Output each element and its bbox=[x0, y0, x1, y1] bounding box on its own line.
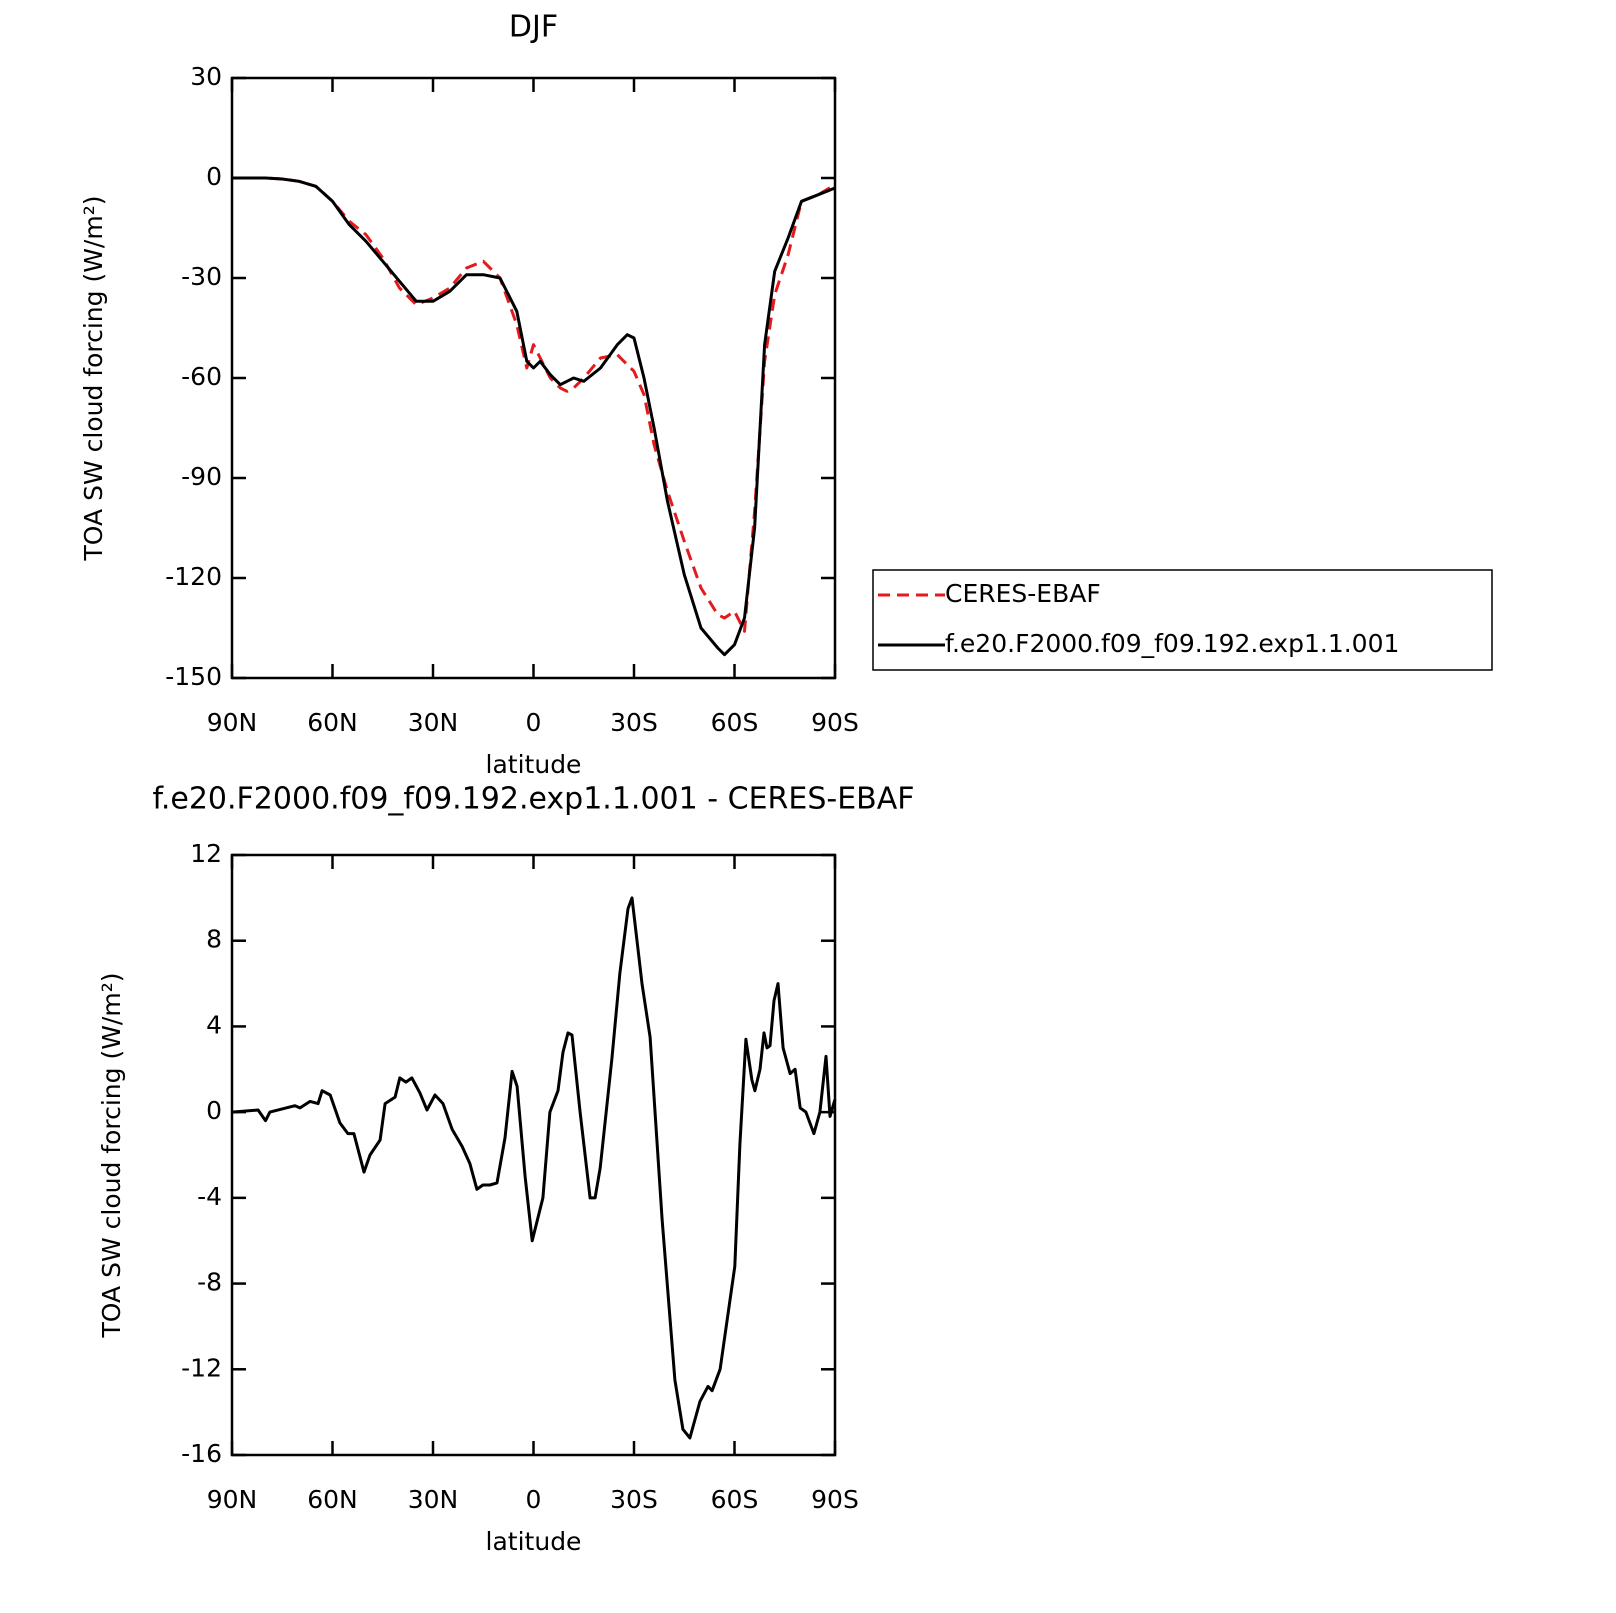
plot-frame bbox=[230, 853, 837, 1457]
y-tick-label: -150 bbox=[165, 662, 222, 691]
x-tick-label: 90S bbox=[811, 708, 859, 737]
y-axis-label: TOA SW cloud forcing (W/m²) bbox=[79, 196, 108, 562]
y-tick-label: -30 bbox=[181, 262, 222, 291]
y-tick-label: 0 bbox=[206, 162, 222, 191]
x-tick-label: 60N bbox=[307, 708, 358, 737]
legend-label: CERES-EBAF bbox=[945, 579, 1101, 608]
x-tick-label: 90N bbox=[207, 1485, 258, 1514]
x-tick-label: 30N bbox=[408, 708, 459, 737]
x-tick-label: 90N bbox=[207, 708, 258, 737]
legend-box bbox=[872, 569, 1493, 671]
plot-frame bbox=[230, 76, 837, 680]
x-axis-label: latitude bbox=[486, 750, 582, 779]
y-tick-label: -4 bbox=[197, 1182, 222, 1211]
y-tick-label: 30 bbox=[190, 62, 222, 91]
y-tick-label: -8 bbox=[197, 1268, 222, 1297]
y-tick-label: 12 bbox=[190, 839, 222, 868]
series-line bbox=[231, 896, 837, 1440]
x-axis-label: latitude bbox=[486, 1527, 582, 1556]
y-tick-label: 8 bbox=[206, 925, 222, 954]
x-tick-label: 90S bbox=[811, 1485, 859, 1514]
x-tick-label: 60N bbox=[307, 1485, 358, 1514]
legend-label: f.e20.F2000.f09_f09.192.exp1.1.001 bbox=[945, 629, 1399, 658]
x-tick-label: 30S bbox=[610, 1485, 658, 1514]
x-tick-label: 60S bbox=[711, 1485, 759, 1514]
series-line bbox=[232, 176, 836, 657]
y-tick-label: 4 bbox=[206, 1010, 222, 1039]
chart-title: f.e20.F2000.f09_f09.192.exp1.1.001 - CER… bbox=[152, 782, 914, 817]
y-tick-label: -60 bbox=[181, 362, 222, 391]
x-tick-label: 30S bbox=[610, 708, 658, 737]
x-tick-label: 60S bbox=[711, 708, 759, 737]
y-tick-label: -12 bbox=[181, 1353, 222, 1382]
y-tick-label: -16 bbox=[181, 1439, 222, 1468]
y-axis-label: TOA SW cloud forcing (W/m²) bbox=[97, 973, 126, 1339]
chart-title: DJF bbox=[509, 10, 558, 45]
x-tick-label: 0 bbox=[526, 708, 542, 737]
series-line bbox=[232, 176, 836, 633]
x-tick-label: 30N bbox=[408, 1485, 459, 1514]
y-tick-label: -90 bbox=[181, 462, 222, 491]
y-tick-label: -120 bbox=[165, 562, 222, 591]
x-tick-label: 0 bbox=[526, 1485, 542, 1514]
y-tick-label: 0 bbox=[206, 1096, 222, 1125]
